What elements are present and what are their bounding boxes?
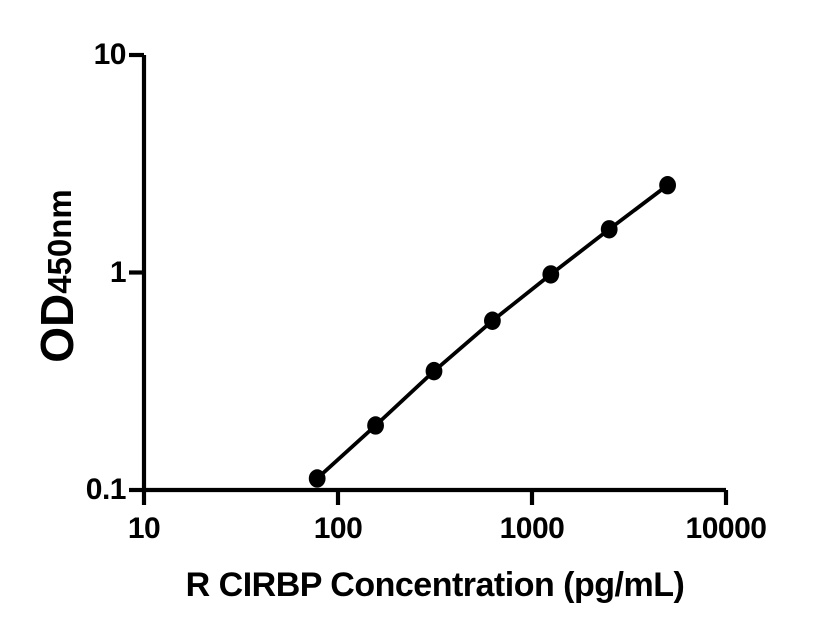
y-tick-label-1: 1 — [109, 255, 127, 289]
data-point-marker — [659, 175, 677, 195]
y-tick-label-0p1: 0.1 — [85, 473, 127, 506]
data-point-marker — [367, 416, 384, 435]
data-point-marker — [542, 265, 560, 284]
x-tick-label-10000: 10000 — [685, 512, 767, 545]
data-point-marker — [600, 220, 618, 239]
data-point-marker — [308, 469, 326, 488]
data-point-marker — [425, 361, 443, 381]
y-tick-label-10: 10 — [93, 38, 127, 71]
data-point-marker — [484, 311, 501, 330]
axes-line — [141, 55, 726, 493]
x-tick-label-1000: 1000 — [499, 512, 565, 545]
x-tick-label-10: 10 — [127, 512, 161, 545]
x-tick-label-100: 100 — [313, 512, 363, 545]
x-axis-title: R CIRBP Concentration (pg/mL) — [185, 566, 685, 604]
